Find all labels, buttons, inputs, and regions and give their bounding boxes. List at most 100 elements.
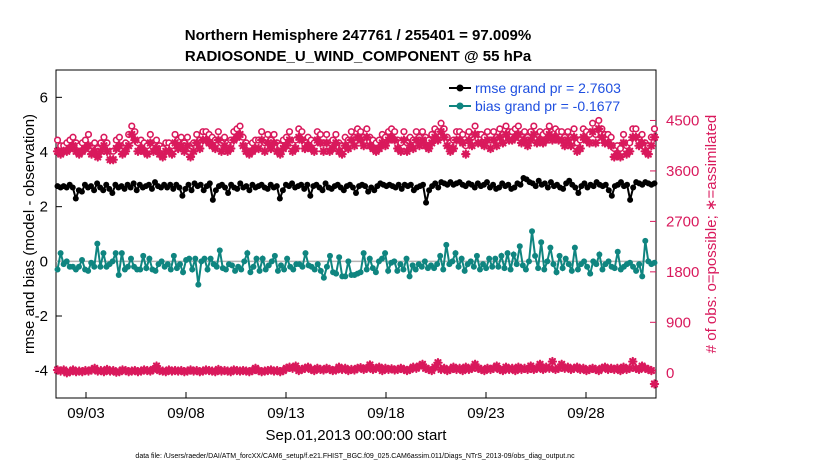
bias-point bbox=[115, 272, 122, 278]
assimilated-obs-point bbox=[253, 143, 264, 154]
rmse-point bbox=[340, 187, 347, 194]
bias-point bbox=[299, 263, 306, 270]
bias-point bbox=[544, 258, 551, 265]
assimilated-obs-point bbox=[182, 140, 193, 151]
possible-obs-point bbox=[471, 122, 479, 130]
assimilated-obs-point bbox=[399, 135, 409, 145]
series-3 bbox=[52, 124, 660, 165]
chart-title: Northern Hemisphere 247761 / 255401 = 97… bbox=[185, 27, 531, 44]
bias-point bbox=[584, 263, 591, 270]
bias-point bbox=[311, 266, 318, 273]
bias-point bbox=[189, 266, 196, 273]
bias-point bbox=[54, 266, 61, 273]
possible-obs-point bbox=[588, 119, 597, 127]
assimilated-obs-point bbox=[587, 126, 598, 137]
rmse-point bbox=[94, 180, 101, 187]
bias-point bbox=[170, 252, 177, 259]
bias-point bbox=[314, 261, 321, 268]
rmse-point bbox=[301, 185, 308, 192]
bias-point bbox=[507, 266, 514, 273]
bias-point bbox=[449, 258, 456, 265]
bias-point bbox=[574, 266, 581, 273]
possible-obs-point bbox=[607, 133, 615, 141]
bias-point bbox=[379, 255, 386, 262]
y-right-tick-label: 0 bbox=[666, 365, 674, 382]
rmse-point bbox=[511, 184, 518, 191]
rmse-point bbox=[608, 192, 615, 199]
assimilated-obs-point bbox=[321, 138, 332, 148]
bias-point bbox=[571, 244, 578, 251]
series-layer bbox=[52, 116, 660, 389]
assimilated-obs-point bbox=[235, 129, 245, 140]
assimilated-obs-point bbox=[389, 135, 400, 145]
rmse-point bbox=[78, 188, 85, 195]
bias-point bbox=[409, 262, 416, 269]
bias-point bbox=[470, 263, 477, 270]
possible-obs-point bbox=[502, 122, 510, 130]
rmse-point bbox=[395, 181, 402, 188]
y-tick-label: 4 bbox=[40, 144, 48, 161]
assimilated-obs-point bbox=[649, 132, 660, 142]
possible-obs-point bbox=[616, 144, 625, 153]
bias-point bbox=[605, 258, 612, 265]
bias-point bbox=[268, 258, 275, 265]
rmse-point bbox=[505, 181, 512, 188]
bias-point bbox=[550, 261, 557, 268]
rmse-point bbox=[602, 181, 609, 188]
possible-obs-point bbox=[236, 122, 244, 130]
bias-point bbox=[431, 265, 438, 272]
bias-point bbox=[568, 267, 575, 274]
bias-point bbox=[440, 266, 447, 273]
x-tick-label: 09/03 bbox=[67, 405, 105, 422]
assimilated-obs-point bbox=[448, 143, 459, 154]
possible-obs-point bbox=[363, 125, 371, 133]
rmse-point bbox=[353, 190, 359, 196]
possible-obs-point bbox=[193, 130, 201, 139]
rmse-point bbox=[532, 183, 539, 190]
assimilated-obs-point bbox=[646, 140, 657, 151]
assimilated-obs-point bbox=[188, 146, 199, 156]
bias-point bbox=[541, 266, 548, 273]
rmse-point bbox=[206, 180, 213, 187]
rmse-point bbox=[307, 192, 314, 199]
bias-point bbox=[495, 263, 502, 270]
rmse-point bbox=[651, 180, 658, 187]
rmse-point bbox=[371, 187, 378, 194]
bias-point bbox=[467, 258, 474, 265]
assimilated-obs-point bbox=[433, 357, 443, 368]
bias-point bbox=[360, 250, 367, 257]
bias-point bbox=[385, 267, 392, 274]
x-tick-label: 09/13 bbox=[267, 405, 305, 422]
possible-obs-point bbox=[298, 128, 306, 136]
bias-point bbox=[229, 262, 236, 269]
bias-point bbox=[498, 252, 505, 259]
possible-obs-point bbox=[347, 128, 355, 136]
assimilated-obs-point bbox=[309, 146, 319, 156]
assimilated-obs-point bbox=[433, 135, 443, 145]
bias-point bbox=[382, 250, 389, 257]
rmse-point bbox=[432, 180, 439, 187]
assimilated-obs-point bbox=[114, 140, 125, 151]
possible-obs-point bbox=[316, 130, 325, 139]
assimilated-obs-point bbox=[145, 138, 156, 148]
bias-point bbox=[143, 265, 150, 272]
rmse-point bbox=[547, 179, 554, 186]
assimilated-obs-point bbox=[492, 140, 502, 151]
assimilated-obs-point bbox=[631, 132, 641, 142]
bias-point bbox=[406, 273, 413, 280]
series-4 bbox=[52, 356, 660, 389]
possible-obs-point bbox=[53, 136, 62, 144]
assimilated-obs-point bbox=[615, 152, 626, 162]
possible-obs-point bbox=[270, 130, 278, 139]
x-tick-label: 09/08 bbox=[167, 405, 205, 422]
assimilated-obs-point bbox=[256, 135, 267, 145]
bias-point bbox=[323, 263, 330, 270]
bias-point bbox=[88, 259, 95, 266]
bias-point bbox=[253, 255, 260, 262]
rmse-point bbox=[471, 184, 478, 191]
bias-point bbox=[651, 259, 658, 266]
x-tick-label: 09/18 bbox=[367, 405, 405, 422]
bias-point bbox=[443, 241, 450, 248]
bias-point bbox=[510, 251, 517, 258]
